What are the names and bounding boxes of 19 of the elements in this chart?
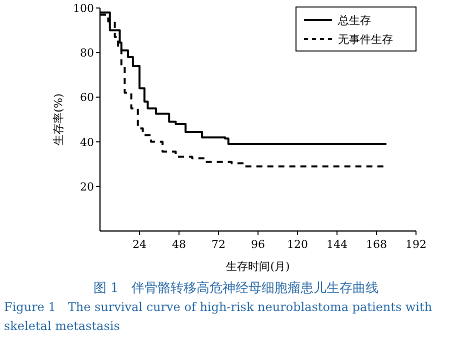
y-tick-label: 100 — [73, 2, 94, 15]
y-tick-label: 40 — [80, 136, 94, 149]
x-tick-label: 48 — [172, 238, 186, 251]
text: 图 1 伴骨骼转移高危神经母细胞瘤患儿生存曲线 — [93, 280, 379, 296]
x-tick-label: 168 — [366, 238, 387, 251]
x-tick-label: 96 — [251, 238, 265, 251]
x-tick-label: 192 — [406, 238, 426, 251]
y-tick-label: 60 — [80, 91, 94, 104]
y-tick-label: 80 — [80, 46, 94, 60]
x-axis-title: 生存时间(月) — [226, 260, 290, 273]
x-tick-label: 24 — [132, 238, 146, 251]
x-tick-label: 72 — [212, 238, 226, 251]
x-tick-label: 120 — [287, 238, 308, 251]
caption: Figure 1 The survival curve of high-risk neuroblastoma patients with skeletal metastasis — [4, 299, 434, 335]
legend-label: 总生存 — [337, 14, 371, 27]
legend-label: 无事件生存 — [338, 33, 393, 46]
y-axis-title: 生存率(%) — [52, 93, 65, 146]
y-tick-label: 20 — [80, 180, 94, 194]
x-tick-label: 144 — [326, 238, 348, 251]
